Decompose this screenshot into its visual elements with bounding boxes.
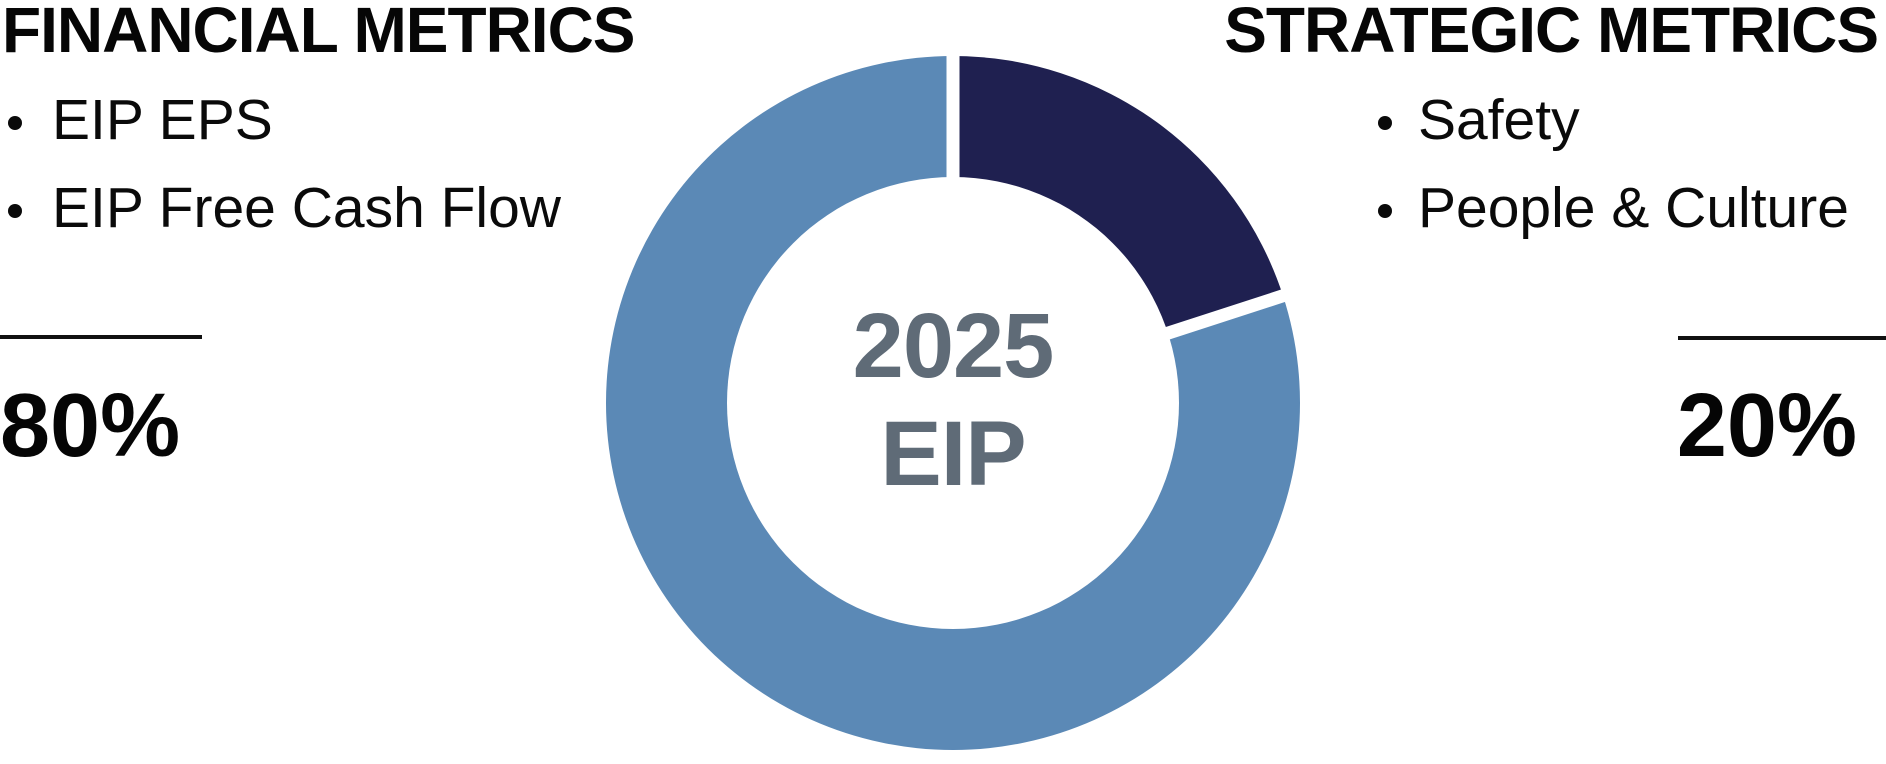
strategic-item-label: Safety: [1418, 88, 1580, 152]
list-item: EIP EPS: [8, 92, 273, 149]
bullet-icon: [8, 204, 22, 218]
bullet-icon: [8, 116, 22, 130]
financial-item-label: EIP EPS: [52, 88, 273, 152]
list-item: People & Culture: [1378, 180, 1849, 237]
financial-weight-value: 80%: [0, 376, 181, 476]
donut-hole: [727, 177, 1179, 629]
bullet-icon: [1378, 116, 1392, 130]
left-divider-line: [0, 335, 202, 339]
right-divider-line: [1678, 336, 1886, 340]
bullet-icon: [1378, 204, 1392, 218]
financial-metrics-title: FINANCIAL METRICS: [2, 0, 635, 66]
strategic-weight-value: 20%: [1676, 376, 1857, 476]
list-item: Safety: [1378, 92, 1580, 149]
strategic-item-label: People & Culture: [1418, 176, 1849, 240]
donut-center-year: 2025: [852, 295, 1055, 397]
financial-item-label: EIP Free Cash Flow: [52, 176, 561, 240]
strategic-metrics-title: STRATEGIC METRICS: [1224, 0, 1879, 66]
donut-center-label: 2025 EIP: [703, 292, 1203, 508]
list-item: EIP Free Cash Flow: [8, 180, 561, 237]
donut-center-program: EIP: [880, 403, 1026, 505]
